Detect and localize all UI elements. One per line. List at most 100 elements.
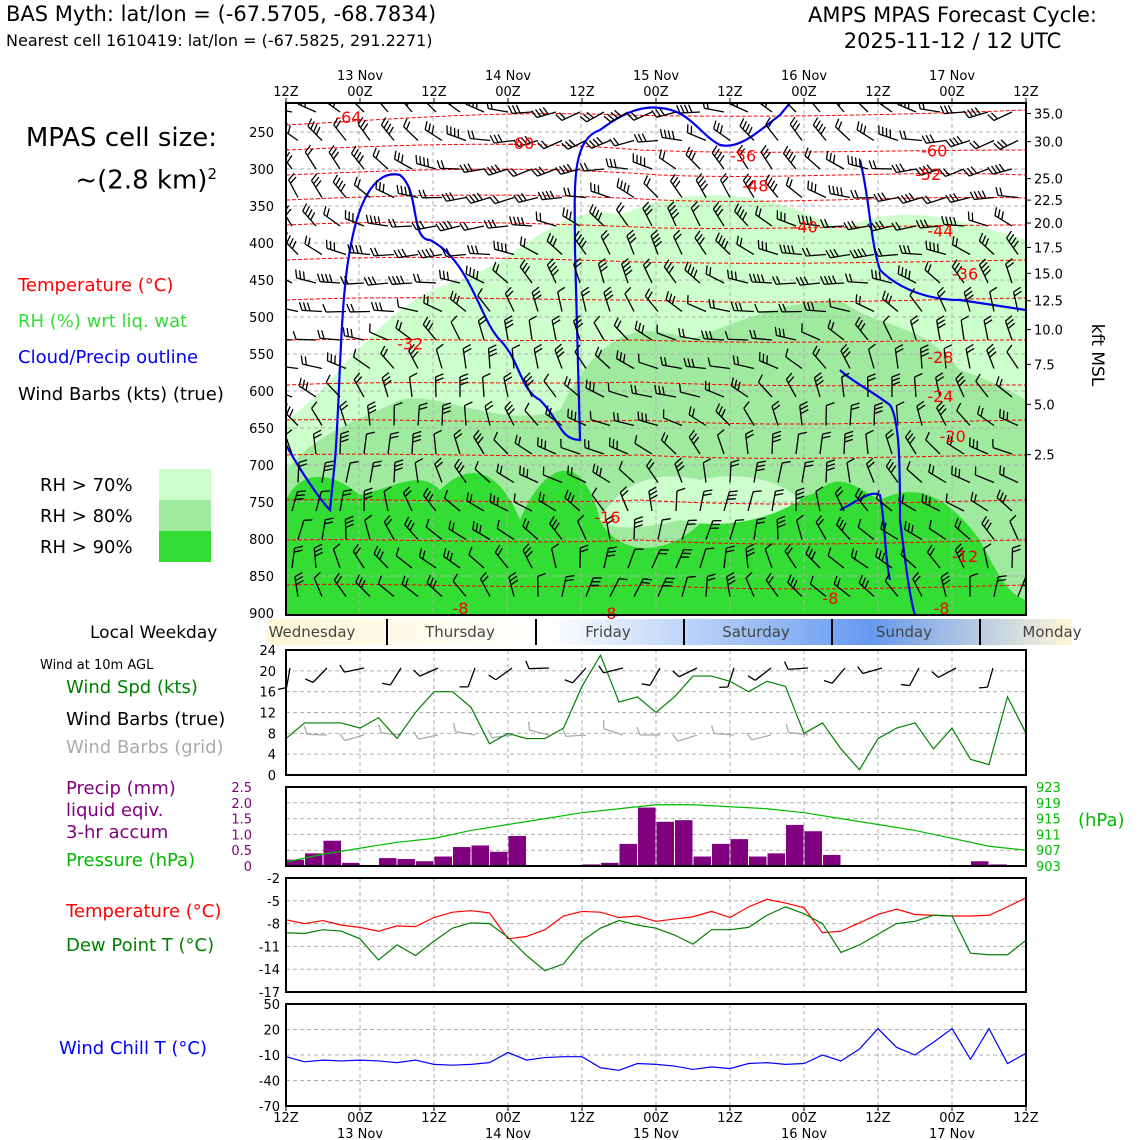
rh-shading xyxy=(286,195,1026,615)
wind-barb xyxy=(885,429,895,455)
wind-barb xyxy=(387,431,400,455)
wind-barb xyxy=(448,520,467,541)
wind-barb xyxy=(753,517,766,540)
wind-barb xyxy=(321,517,334,540)
wind-barb xyxy=(383,515,395,540)
wind-barb xyxy=(345,461,359,483)
wind-barb xyxy=(743,401,755,426)
wind-ytick-label: 20 xyxy=(259,665,276,680)
wind-barb xyxy=(844,273,869,284)
wind-barb xyxy=(366,401,377,426)
precip-ytick-label: 0 xyxy=(244,860,252,875)
wind-barb xyxy=(1006,230,1019,255)
wind-barb xyxy=(969,139,995,150)
wind-barb xyxy=(522,518,539,540)
bottom-time-tick-label: 00Z xyxy=(495,1111,521,1126)
wind-barb xyxy=(868,160,893,170)
wind-barb xyxy=(723,545,735,569)
precip-bar xyxy=(601,862,619,866)
legend-precip3: 3-hr accum xyxy=(66,822,168,843)
wind-barb xyxy=(402,486,413,512)
legend-rh70-label: RH > 70% xyxy=(40,475,133,496)
isotherm-label: -8 xyxy=(823,589,839,608)
wind-barb xyxy=(969,572,979,597)
wind-barb xyxy=(369,247,395,257)
wind-barb xyxy=(473,429,485,455)
bottom-time-tick-label: 12Z xyxy=(273,1111,299,1126)
wind-barb xyxy=(404,516,419,540)
wind-barb xyxy=(396,184,419,199)
time-height-panel: -64 -60 -56 -52 -48 -44 -40 -36 -32 -28 -24 -20 -16 -… xyxy=(249,69,1107,623)
wind-barb xyxy=(825,402,835,426)
wind-barb xyxy=(377,575,395,598)
wind-barb xyxy=(618,460,635,483)
local-weekday-label: Local Weekday xyxy=(90,623,217,643)
bottom-date-label: 13 Nov xyxy=(337,1127,383,1140)
wind-barb xyxy=(812,117,827,141)
precip-bar xyxy=(638,807,656,866)
pressure-ytick-label: 923 xyxy=(1036,781,1061,796)
wind-barb xyxy=(408,343,419,369)
wind-barb xyxy=(422,316,437,341)
wind-barb xyxy=(1017,577,1026,597)
windchill-ytick-label: -10 xyxy=(259,1049,280,1064)
wind-barb xyxy=(507,168,533,178)
top-time-tick-label: 12Z xyxy=(1013,85,1039,100)
wind-barb xyxy=(875,490,893,512)
wind-barb xyxy=(975,373,989,398)
pressure-tick-label: 600 xyxy=(249,385,274,400)
windchill-line xyxy=(285,1027,1027,1071)
legend-rh90-label: RH > 90% xyxy=(40,537,133,558)
wind-barb xyxy=(562,207,581,227)
pressure-tick-label: 300 xyxy=(249,163,274,178)
wind-barb xyxy=(619,486,629,512)
wind-barb xyxy=(987,163,1013,175)
wind-barb xyxy=(943,344,953,369)
wind-barb xyxy=(674,457,685,483)
wind-barb xyxy=(936,400,947,426)
wind-barb xyxy=(363,431,375,455)
wind-barb xyxy=(960,315,969,341)
wind-barb xyxy=(538,491,557,512)
wind-barb xyxy=(757,374,773,398)
wind-barb xyxy=(880,520,899,541)
precip-bar xyxy=(416,861,434,866)
wind-barb xyxy=(909,315,919,341)
wind-barb xyxy=(344,515,354,540)
top-time-tick-label: 12Z xyxy=(273,85,299,100)
wind-barb xyxy=(459,163,485,173)
wind-ytick-label: 12 xyxy=(259,707,276,722)
isotherm-label: -12 xyxy=(952,547,978,566)
wind-barb xyxy=(758,352,779,370)
wind-barb xyxy=(936,315,946,341)
wind-barb xyxy=(815,486,824,512)
wind-barb xyxy=(286,393,293,398)
pressure-tick-label: 650 xyxy=(249,422,274,437)
wind-barb xyxy=(593,315,605,341)
wind-barb xyxy=(819,431,832,455)
wind-barb xyxy=(328,144,341,170)
temp-ytick-label: -11 xyxy=(259,940,280,955)
wind-barb xyxy=(675,548,693,569)
wind-barb xyxy=(967,211,989,227)
wind-barb xyxy=(592,463,611,484)
wind-barb xyxy=(747,490,762,512)
wind-barb xyxy=(904,429,917,455)
precip-ytick-label: 0.5 xyxy=(231,844,252,859)
weekday-label: Monday xyxy=(1022,623,1081,641)
wind-barb xyxy=(403,103,413,113)
wind-barb xyxy=(542,466,563,484)
wind-barb xyxy=(970,491,989,512)
wind-barb xyxy=(965,343,975,369)
wind-barb xyxy=(688,406,707,427)
wind-barb xyxy=(537,190,563,201)
wind-barb xyxy=(503,372,513,398)
wind-barb xyxy=(891,163,917,174)
surface-wind-barb xyxy=(901,667,920,687)
wind-barb xyxy=(835,516,851,540)
top-date-label: 17 Nov xyxy=(929,69,975,84)
wind-barb xyxy=(373,545,389,569)
wind-barb xyxy=(434,457,444,483)
